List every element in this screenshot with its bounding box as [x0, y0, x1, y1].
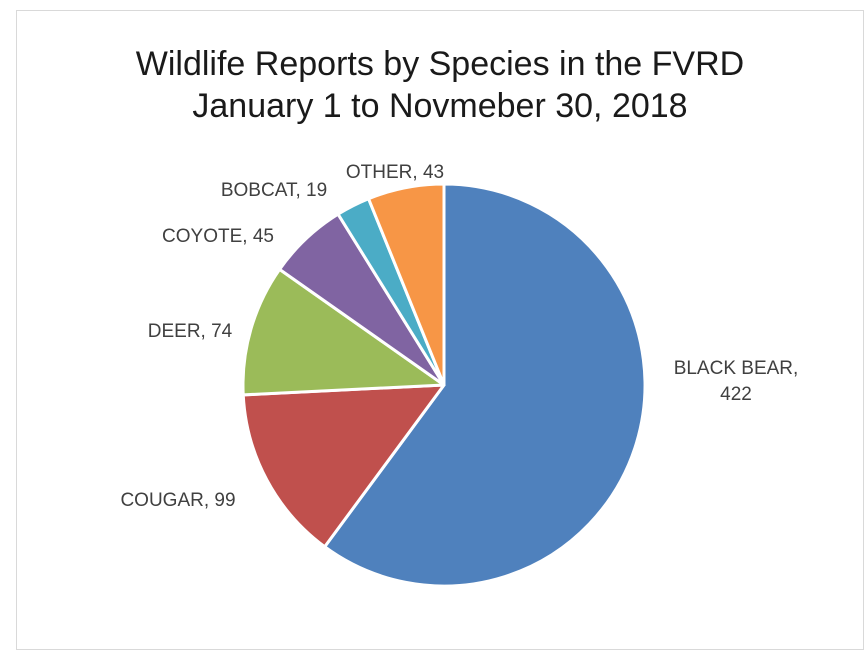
- data-label-line: COYOTE, 45: [162, 226, 274, 247]
- data-label-coyote: COYOTE, 45: [162, 226, 274, 247]
- data-label-line: DEER, 74: [148, 321, 233, 342]
- data-label-black-bear: BLACK BEAR, 422: [674, 358, 799, 405]
- data-label-line: OTHER, 43: [346, 162, 444, 183]
- pie-slice-other: [367, 182, 446, 387]
- chart-title: Wildlife Reports by Species in the FVRD …: [17, 43, 863, 127]
- chart-title-line-2: January 1 to Novmeber 30, 2018: [192, 87, 688, 125]
- data-label-line: BLACK BEAR,: [674, 358, 799, 379]
- data-label-other: OTHER, 43: [346, 162, 444, 183]
- data-label-line: COUGAR, 99: [120, 490, 235, 511]
- pie-slice-deer: [241, 267, 446, 397]
- data-label-deer: DEER, 74: [148, 321, 233, 342]
- data-label-line: 422: [720, 384, 752, 405]
- data-label-cougar: COUGAR, 99: [120, 490, 235, 511]
- chart-title-line-1: Wildlife Reports by Species in the FVRD: [135, 45, 745, 83]
- pie-slice-black-bear: [323, 182, 647, 588]
- pie-slice-cougar: [241, 383, 446, 549]
- data-label-line: BOBCAT, 19: [221, 180, 327, 201]
- data-label-bobcat: BOBCAT, 19: [221, 180, 327, 201]
